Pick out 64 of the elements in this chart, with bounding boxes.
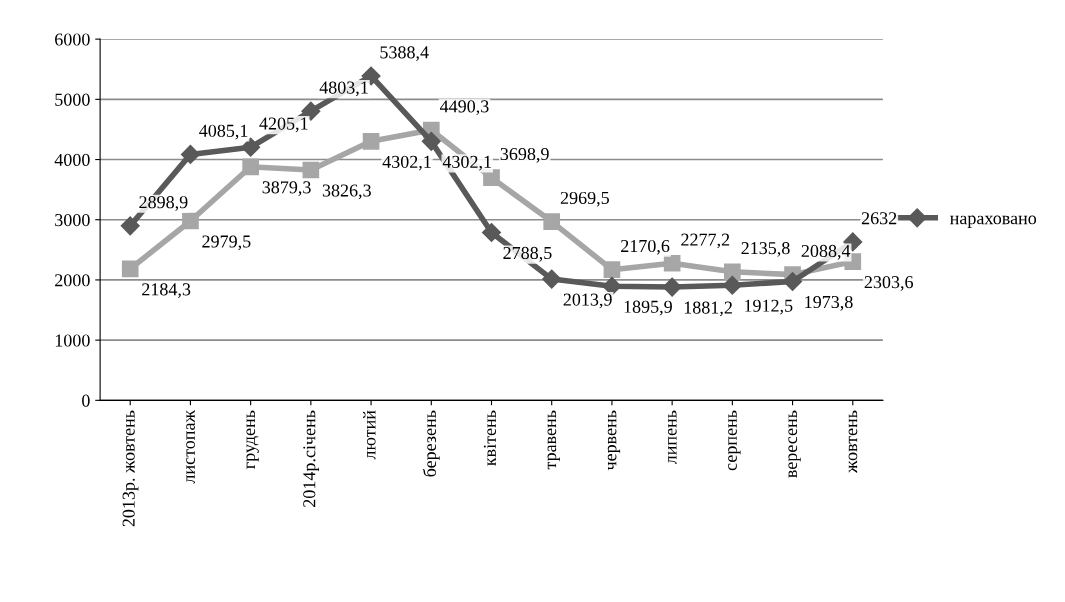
data-label: 3879,3 bbox=[262, 181, 311, 196]
data-label: 4085,1 bbox=[199, 124, 248, 140]
point bbox=[724, 263, 741, 281]
point bbox=[603, 261, 621, 278]
x-tick-label: травень bbox=[547, 410, 560, 470]
point bbox=[182, 212, 199, 230]
data-label: 5388,4 bbox=[380, 46, 429, 61]
data-label: 1912,5 bbox=[745, 299, 793, 315]
data-label: 4490,3 bbox=[439, 100, 489, 116]
point bbox=[302, 161, 320, 179]
point bbox=[421, 131, 441, 151]
y-tick-label: 1000 bbox=[55, 334, 90, 347]
point bbox=[481, 222, 502, 242]
data-label: 2898,9 bbox=[139, 196, 188, 211]
data-label: 1895,9 bbox=[624, 300, 672, 316]
point bbox=[542, 269, 562, 289]
point bbox=[783, 271, 803, 292]
x-tick-label: липень bbox=[667, 410, 677, 465]
x-tick-label: вересень bbox=[788, 410, 801, 478]
x-tick-label: червень bbox=[607, 410, 621, 471]
data-label: 1881,2 bbox=[684, 301, 732, 317]
x-tick-label: квітень bbox=[483, 410, 497, 466]
data-label: 2303,6 bbox=[864, 276, 913, 291]
data-label: 4205,1 bbox=[259, 117, 308, 133]
point bbox=[180, 144, 200, 164]
data-label: 2277,2 bbox=[681, 233, 730, 249]
point bbox=[662, 277, 682, 297]
data-label: 2979,5 bbox=[202, 235, 251, 251]
data-label: 4302,1 bbox=[442, 155, 491, 171]
data-label: 3698,9 bbox=[500, 147, 549, 163]
data-label: 2969,5 bbox=[560, 191, 609, 207]
point bbox=[120, 216, 140, 236]
point bbox=[121, 260, 139, 278]
data-label: 3826,3 bbox=[322, 184, 371, 200]
x-tick-label: 2014р.січень bbox=[303, 410, 320, 507]
y-tick-label: 5000 bbox=[55, 93, 90, 106]
x-tick-label: листопаж bbox=[186, 409, 195, 484]
y-tick-label: 3000 bbox=[55, 213, 90, 227]
point bbox=[362, 133, 380, 150]
point bbox=[663, 254, 681, 272]
legend-label: нараховано bbox=[950, 215, 1037, 228]
x-tick-label: 2013р. жовтень bbox=[122, 410, 139, 527]
data-label: 2788,5 bbox=[503, 246, 552, 262]
data-label: 1973,8 bbox=[805, 295, 853, 311]
data-label: 4302,1 bbox=[382, 155, 431, 171]
x-tick-label: березень bbox=[422, 410, 440, 477]
y-tick-label: 2000 bbox=[55, 274, 90, 287]
data-label: 2170,6 bbox=[621, 239, 670, 255]
y-tick-label: 6000 bbox=[55, 33, 90, 46]
data-label: 2088,4 bbox=[801, 244, 851, 260]
data-label: 2013,9 bbox=[563, 293, 612, 309]
x-tick-label: грудень bbox=[246, 410, 259, 469]
x-tick-label: жовтень bbox=[848, 410, 858, 474]
data-label: 4803,1 bbox=[319, 81, 368, 97]
point bbox=[722, 275, 742, 295]
data-label: 2184,3 bbox=[142, 283, 191, 299]
x-tick-label: лютий bbox=[363, 410, 376, 460]
y-tick-label: 4000 bbox=[54, 153, 90, 166]
data-label: 2632 bbox=[861, 212, 897, 225]
y-tick-label: 0 bbox=[82, 394, 90, 407]
x-tick-label: серпень bbox=[728, 410, 741, 471]
data-label: 2135,8 bbox=[741, 242, 790, 257]
point bbox=[543, 213, 561, 230]
point bbox=[242, 158, 259, 176]
